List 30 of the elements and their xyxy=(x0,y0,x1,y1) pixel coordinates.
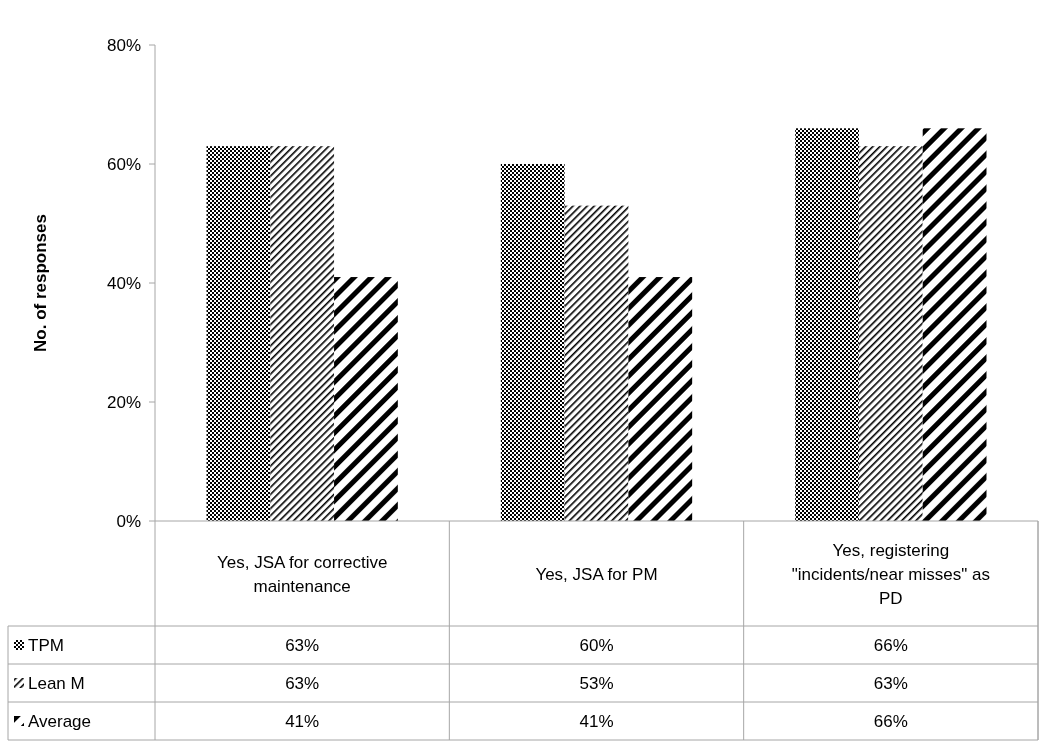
bar xyxy=(206,146,271,521)
x-tick-label: Yes, JSA for corrective maintenance xyxy=(216,552,388,596)
bar xyxy=(334,277,398,521)
data-label: 53% xyxy=(579,673,614,693)
y-tick-label: 60% xyxy=(106,154,141,174)
data-label: 60% xyxy=(579,635,614,655)
bar xyxy=(270,146,335,521)
data-label: 41% xyxy=(285,711,320,731)
y-tick-label: 40% xyxy=(106,273,141,293)
data-label: 63% xyxy=(285,635,320,655)
bar xyxy=(628,277,693,521)
x-tick-label: Yes, JSA for PM xyxy=(535,564,658,584)
data-label: 41% xyxy=(579,711,614,731)
y-tick-label: 0% xyxy=(116,511,141,531)
data-label: 63% xyxy=(873,673,908,693)
bar xyxy=(500,164,565,521)
legend-label: Average xyxy=(28,711,92,731)
data-label: 63% xyxy=(285,673,320,693)
x-tick-label: Yes, registering "incidents/near misses" as PD xyxy=(791,540,990,608)
data-label: 66% xyxy=(873,635,908,655)
bar xyxy=(564,205,629,521)
data-label: 66% xyxy=(873,711,908,731)
bar xyxy=(858,146,923,521)
legend-label: Lean M xyxy=(28,673,85,693)
bar xyxy=(795,128,859,521)
bar xyxy=(922,128,987,521)
legend-label: TPM xyxy=(28,635,64,655)
y-axis-title: No. of responses xyxy=(31,214,50,352)
y-tick-label: 80% xyxy=(106,35,141,55)
y-tick-label: 20% xyxy=(106,392,141,412)
